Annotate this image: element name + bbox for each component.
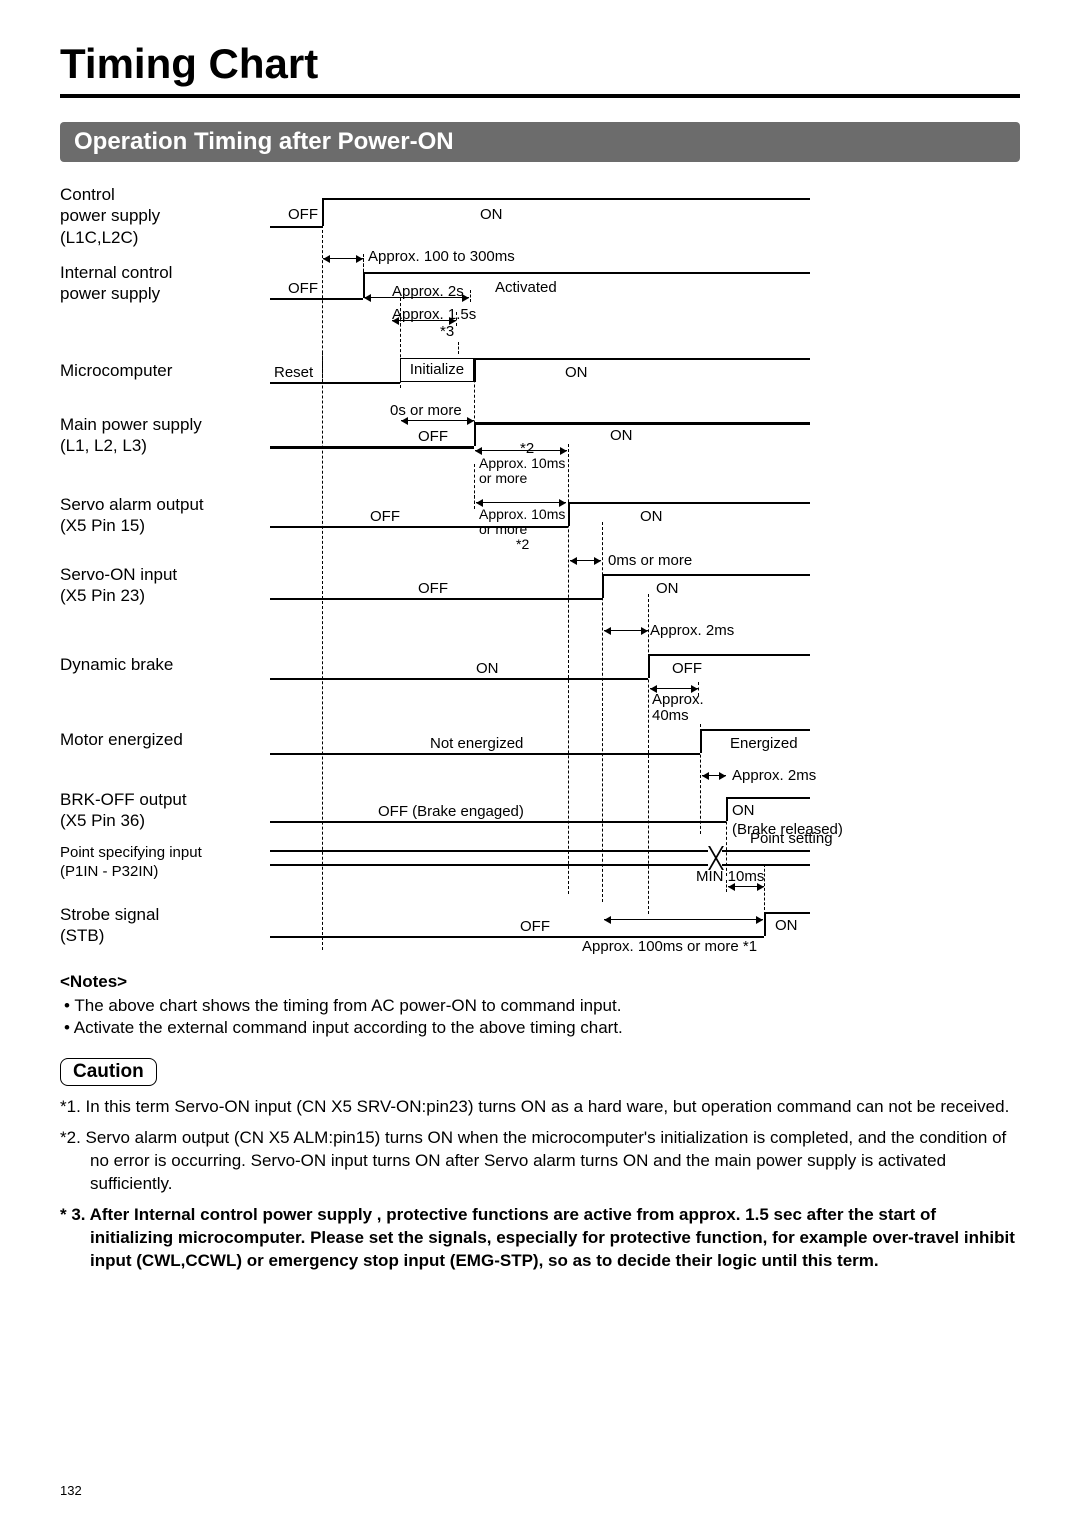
- stb-off: OFF: [520, 918, 550, 935]
- timing-chart: Controlpower supply(L1C,L2C) OFF ON Inte…: [60, 184, 1020, 954]
- alarm-ann0: Approx. 10msor more: [479, 507, 565, 536]
- main-on: ON: [610, 427, 633, 444]
- brk-on: ON: [732, 802, 755, 819]
- label-servo-on: Servo-ON input(X5 Pin 23): [60, 564, 270, 607]
- caution-item: * 3. After Internal control power supply…: [60, 1204, 1020, 1273]
- micro-init: Initialize: [400, 358, 474, 382]
- caution-item: *1. In this term Servo-ON input (CN X5 S…: [60, 1096, 1020, 1119]
- dyn-off: OFF: [672, 660, 702, 677]
- caution-item: *2. Servo alarm output (CN X5 ALM:pin15)…: [60, 1127, 1020, 1196]
- main-ann2: Approx. 10msor more: [479, 456, 565, 485]
- int-ps-ann0: Approx. 100 to 300ms: [368, 248, 515, 265]
- int-ps-ann3: *3: [440, 323, 454, 340]
- note-item: • Activate the external command input ac…: [64, 1018, 1020, 1038]
- int-ps-on: Activated: [495, 279, 557, 296]
- alarm-ann1: *2: [516, 536, 529, 552]
- motor-ne: Not energized: [430, 735, 523, 752]
- caution-list: *1. In this term Servo-ON input (CN X5 S…: [60, 1096, 1020, 1273]
- dyn-on: ON: [476, 660, 499, 677]
- note-item: • The above chart shows the timing from …: [64, 996, 1020, 1016]
- micro-on: ON: [565, 364, 588, 381]
- stb-on: ON: [775, 917, 798, 934]
- label-alarm: Servo alarm output(X5 Pin 15): [60, 494, 270, 537]
- servo-ann0: 0ms or more: [608, 552, 692, 569]
- int-ps-ann1: Approx. 2s: [392, 283, 464, 300]
- alarm-off: OFF: [370, 508, 400, 525]
- notes-list: • The above chart shows the timing from …: [64, 996, 1020, 1038]
- label-main-ps: Main power supply(L1, L2, L3): [60, 414, 270, 457]
- int-ps-off: OFF: [288, 280, 318, 297]
- servo-on-txt: ON: [656, 580, 679, 597]
- page-number: 132: [60, 1483, 82, 1498]
- label-int-ps: Internal controlpower supply: [60, 262, 270, 305]
- label-micro: Microcomputer: [60, 360, 270, 381]
- ctrl-ps-off: OFF: [288, 206, 318, 223]
- pt-setting: Point setting: [750, 830, 833, 847]
- label-dyn: Dynamic brake: [60, 654, 270, 675]
- ctrl-ps-on: ON: [480, 206, 503, 223]
- label-brk: BRK-OFF output(X5 Pin 36): [60, 789, 270, 832]
- notes-heading: <Notes>: [60, 972, 1020, 992]
- micro-reset: Reset: [274, 364, 313, 381]
- brk-ann0: Approx. 2ms: [732, 767, 816, 784]
- page-title: Timing Chart: [60, 40, 1020, 98]
- stb-ann0: MIN 10ms: [696, 868, 764, 885]
- alarm-on: ON: [640, 508, 663, 525]
- label-ctrl-ps: Controlpower supply(L1C,L2C): [60, 184, 270, 248]
- section-header: Operation Timing after Power-ON: [60, 122, 1020, 162]
- stb-ann1: Approx. 100ms or more *1: [582, 938, 757, 955]
- dyn-ann0: Approx. 2ms: [650, 622, 734, 639]
- brk-off: OFF (Brake engaged): [378, 803, 524, 820]
- label-ptin: Point specifying input(P1IN - P32IN): [60, 844, 270, 882]
- main-off: OFF: [418, 428, 448, 445]
- label-motor: Motor energized: [60, 729, 270, 750]
- int-ps-ann2: Approx. 1.5s: [392, 306, 476, 323]
- servo-off: OFF: [418, 580, 448, 597]
- motor-en: Energized: [730, 735, 798, 752]
- label-stb: Strobe signal(STB): [60, 904, 270, 947]
- caution-heading: Caution: [60, 1058, 157, 1086]
